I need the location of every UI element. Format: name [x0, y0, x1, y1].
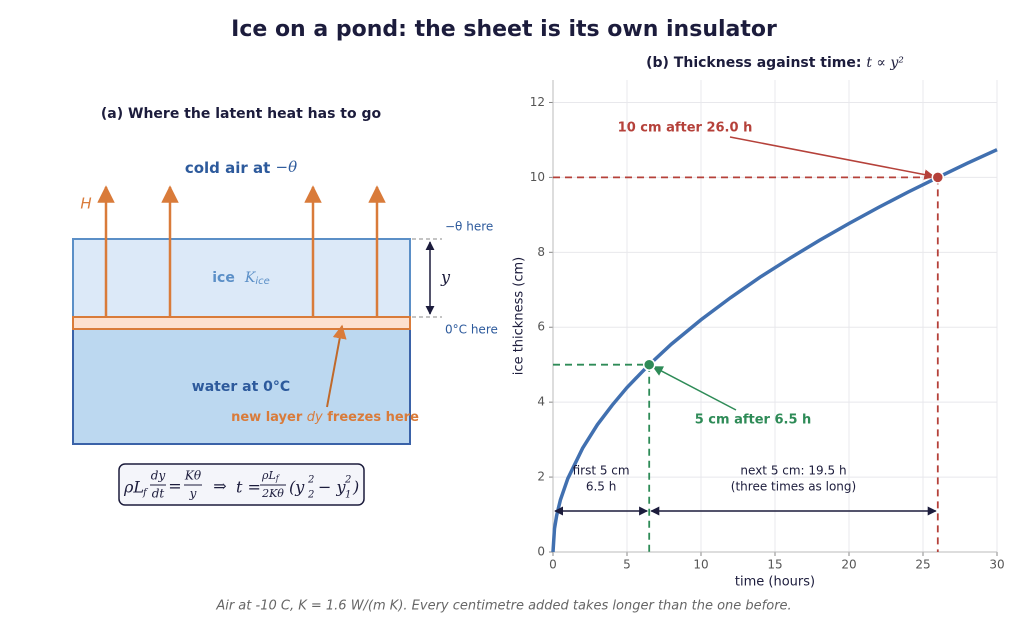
heat-label: H [80, 195, 91, 213]
water [72, 328, 411, 445]
x-axis-label: time (hours) [735, 575, 815, 590]
diagram: (a) Where the latent heat has to go cold… [72, 106, 498, 506]
x-tick-label: 10 [693, 558, 708, 572]
formula-part: 2 [307, 475, 314, 486]
main-title: Ice on a pond: the sheet is its own insu… [231, 17, 777, 42]
annotation: 5 cm after 6.5 h [695, 413, 812, 428]
x-tick-label: 0 [549, 558, 557, 572]
y-axis-label: ice thickness (cm) [512, 257, 527, 375]
heat-arrows [97, 185, 386, 317]
x-tick-label: 30 [989, 558, 1004, 572]
bottom-label: 0°C here [445, 323, 498, 337]
formula-box [118, 463, 365, 506]
chart-title: (b) Thickness against time: t ∝ y² [646, 55, 904, 71]
marker [642, 358, 656, 371]
formula-part: − y [318, 478, 346, 497]
level-ticks [412, 238, 442, 318]
layer-label: new layer dy freezes here [231, 410, 419, 425]
y-tick-label: 10 [530, 170, 545, 184]
water-label: water at 0°C [192, 379, 290, 395]
formula-part: 1 [345, 490, 351, 501]
formula-part: ρLf [261, 469, 281, 483]
thickness-label: y [440, 268, 451, 287]
top-label: −θ here [445, 220, 493, 234]
y-tick-label: 2 [537, 470, 545, 484]
formula-part: = [168, 477, 181, 496]
x-tick-label: 25 [915, 558, 930, 572]
air-label: cold air at −θ [185, 158, 297, 177]
annotation-arrow [729, 136, 935, 180]
formula-part: dt [152, 487, 165, 501]
span-label: 6.5 h [586, 480, 617, 494]
span-label: (three times as long) [731, 480, 856, 494]
data-line [551, 148, 998, 553]
formula-part: ) [352, 478, 359, 497]
y-tick-label: 0 [537, 545, 545, 559]
ice-label: ice Kice [212, 270, 270, 287]
formula-part: ⇒ [213, 477, 226, 496]
formula-part: (y [289, 478, 305, 497]
formula-part: Kθ [184, 469, 202, 483]
formula-part: t = [236, 478, 261, 497]
formula: ρL f dy dt = Kθ y ⇒ t = ρLf 2Kθ (y 2 2 −… [123, 469, 359, 501]
caption: Air at -10 C, K = 1.6 W/(m K). Every cen… [215, 599, 791, 614]
formula-part: dy [151, 469, 166, 483]
y-tick-label: 6 [537, 320, 545, 334]
y-tick-label: 8 [537, 245, 545, 259]
x-tick-label: 15 [767, 558, 782, 572]
marker [931, 171, 945, 184]
formula-part: 2 [344, 475, 351, 486]
y-tick-label: 4 [537, 395, 545, 409]
formula-part: f [142, 488, 149, 499]
layer-pointer [326, 324, 347, 408]
diagram-title: (a) Where the latent heat has to go [101, 106, 382, 122]
annotation: 10 cm after 26.0 h [618, 121, 753, 136]
x-tick-label: 20 [841, 558, 856, 572]
span-label: first 5 cm [573, 464, 630, 478]
formula-part: y [189, 487, 197, 501]
y-tick-label: 12 [530, 95, 545, 109]
formula-part: ρL [123, 478, 144, 497]
ice-layer [72, 238, 411, 318]
formula-part: 2 [307, 490, 314, 501]
new-layer [72, 316, 411, 330]
annotation-arrow [652, 366, 737, 411]
span-label: next 5 cm: 19.5 h [740, 464, 846, 478]
formula-part: 2Kθ [261, 487, 284, 500]
x-tick-label: 5 [623, 558, 631, 572]
